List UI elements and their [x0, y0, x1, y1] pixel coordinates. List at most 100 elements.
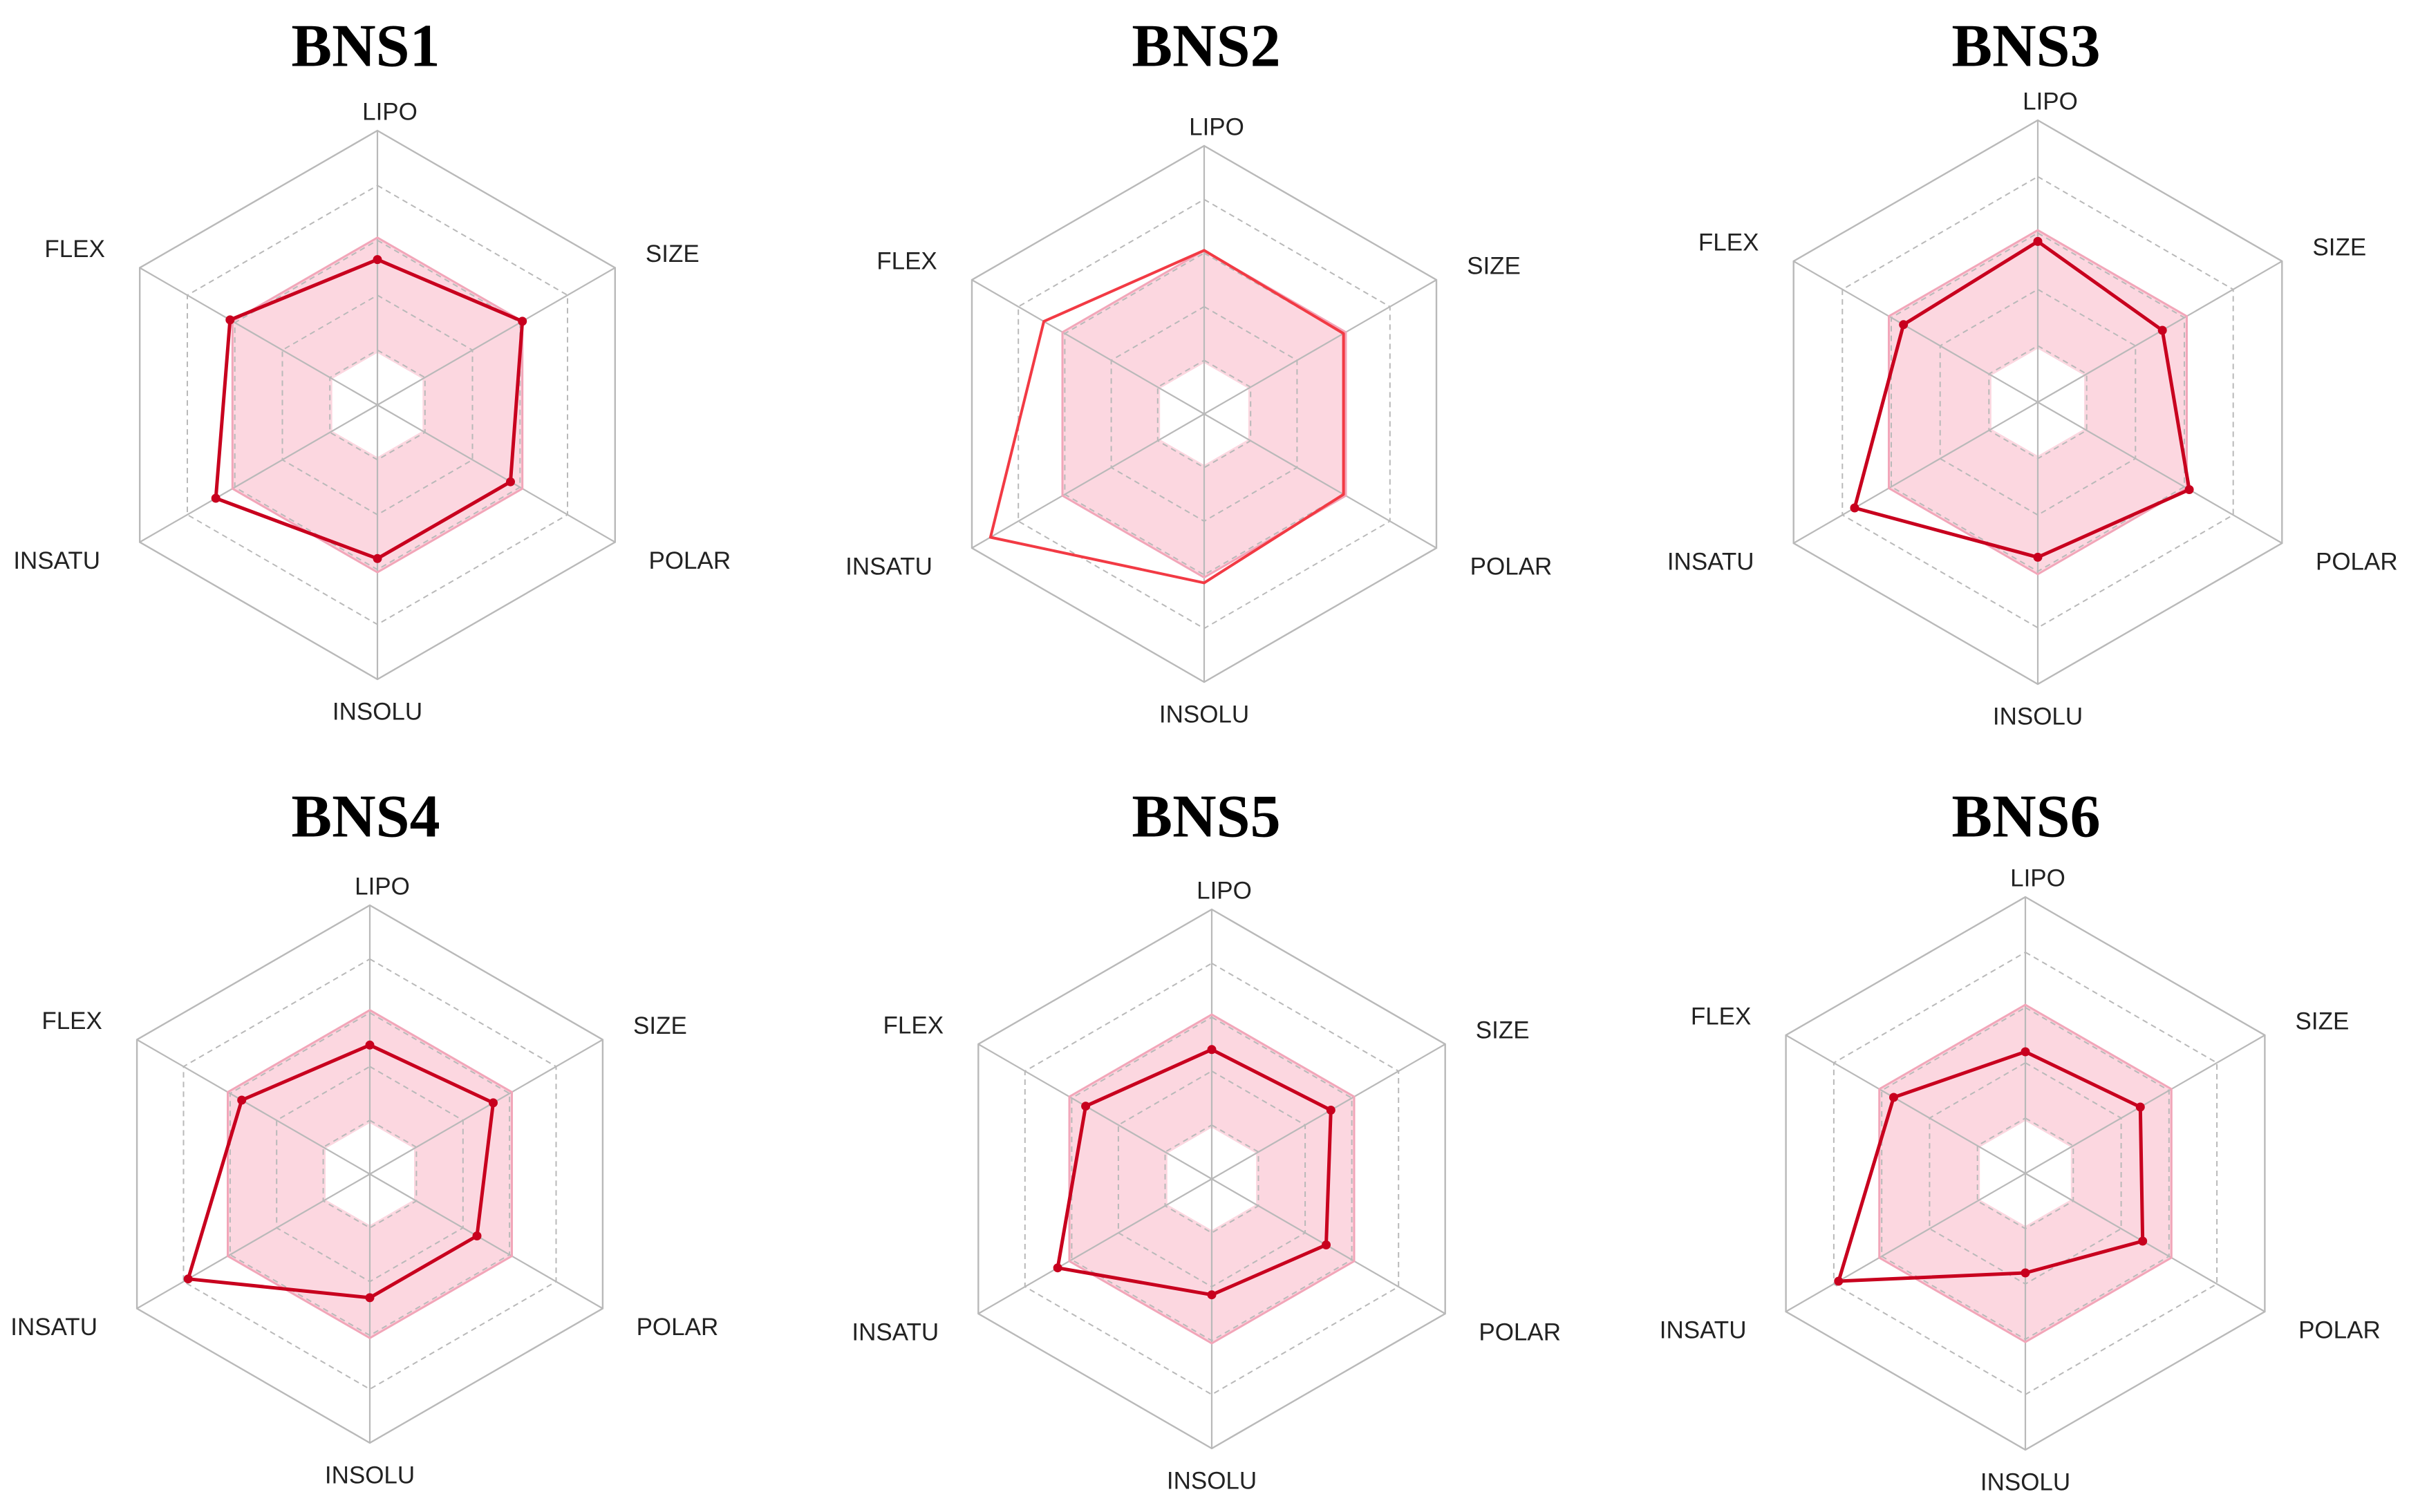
chart-title: BNS5	[1132, 784, 1280, 851]
data-point-polar	[1322, 1240, 1331, 1249]
optimal-zone	[1062, 250, 1346, 578]
data-point-lipo	[2033, 236, 2043, 246]
axis-spoke-insatu	[971, 413, 1205, 549]
axis-label-polar: POLAR	[2316, 549, 2398, 576]
axis-label-insolu: INSOLU	[325, 1462, 415, 1489]
axis-label-lipo: LIPO	[1197, 878, 1252, 905]
data-point-size	[1326, 1106, 1335, 1115]
axis-label-insatu: INSATU	[1660, 1317, 1747, 1344]
axis-label-polar: POLAR	[2298, 1317, 2381, 1344]
data-point-insolu	[1207, 1290, 1217, 1300]
axis-spoke-insatu	[139, 404, 378, 543]
data-point-size	[2157, 325, 2167, 335]
axis-label-insolu: INSOLU	[1167, 1468, 1257, 1495]
data-point-insolu	[2033, 552, 2043, 562]
axis-label-polar: POLAR	[637, 1314, 719, 1341]
data-point-polar	[2138, 1236, 2148, 1246]
radar-plot: LIPO SIZE POLAR INSOLU INSATU FLEX	[1667, 88, 2398, 730]
axis-spoke-polar	[1203, 413, 1437, 549]
axis-label-size: SIZE	[1467, 253, 1521, 280]
optimal-zone-edge	[1888, 229, 2188, 576]
axis-spoke-insatu	[136, 1173, 371, 1310]
axis-label-flex: FLEX	[1698, 229, 1759, 256]
chart-title: BNS3	[1951, 13, 2100, 80]
data-point-polar	[2184, 485, 2194, 494]
axis-label-insatu: INSATU	[852, 1319, 939, 1346]
data-point-flex	[225, 315, 235, 325]
axis-label-insolu: INSOLU	[1993, 703, 2083, 730]
axis-label-polar: POLAR	[1479, 1319, 1561, 1346]
axis-spoke-polar	[369, 1173, 603, 1310]
data-point-insolu	[365, 1293, 375, 1303]
axis-spoke-flex	[1793, 261, 2038, 403]
axis-spoke-insatu	[977, 1178, 1212, 1314]
axis-spoke-polar	[377, 404, 616, 543]
radar-plot: LIPO SIZE POLAR INSOLU INSATU FLEX	[845, 114, 1552, 728]
data-point-polar	[472, 1231, 482, 1240]
optimal-zone	[1879, 1005, 2172, 1342]
axis-spoke-size	[1203, 279, 1437, 415]
data-point-flex	[1081, 1102, 1091, 1111]
axis-spoke-flex	[1785, 1034, 2026, 1174]
axis-spoke-size	[377, 267, 616, 406]
axis-label-flex: FLEX	[877, 248, 937, 275]
radar-panel-bns6: BNS6 LIPO SIZE POLAR INSOLU INSATU FLEX	[1660, 784, 2381, 1496]
data-point-insolu	[2021, 1268, 2030, 1278]
data-point-flex	[1899, 320, 1909, 330]
chart-title: BNS6	[1951, 784, 2100, 851]
axis-label-polar: POLAR	[1470, 554, 1553, 580]
radar-panel-bns3: BNS3 LIPO SIZE POLAR INSOLU INSATU FLEX	[1667, 13, 2398, 730]
data-point-size	[2135, 1102, 2145, 1112]
axis-label-insatu: INSATU	[845, 554, 932, 580]
optimal-zone	[232, 237, 523, 573]
data-point-lipo	[2021, 1047, 2030, 1057]
optimal-zone	[1069, 1014, 1354, 1343]
radar-plot: LIPO SIZE POLAR INSOLU INSATU FLEX	[10, 873, 718, 1489]
axis-spoke-polar	[2037, 401, 2283, 544]
data-point-insatu	[1850, 503, 1859, 513]
data-point-size	[489, 1098, 498, 1108]
optimal-zone-edge	[1878, 1003, 2173, 1343]
data-point-polar	[506, 477, 515, 486]
axis-label-insolu: INSOLU	[332, 699, 422, 726]
axis-spoke-flex	[971, 279, 1205, 415]
radar-panel-bns4: BNS4 LIPO SIZE POLAR INSOLU INSATU FLEX	[10, 784, 718, 1489]
axis-label-size: SIZE	[633, 1012, 687, 1039]
data-point-flex	[1889, 1093, 1898, 1102]
data-point-insolu	[373, 554, 382, 563]
axis-label-polar: POLAR	[648, 547, 731, 574]
chart-title: BNS2	[1132, 13, 1280, 80]
axis-label-lipo: LIPO	[362, 99, 418, 126]
data-point-lipo	[365, 1040, 375, 1050]
axis-label-size: SIZE	[2312, 234, 2366, 261]
axis-label-lipo: LIPO	[355, 873, 410, 900]
axis-label-size: SIZE	[646, 240, 700, 267]
axis-label-flex: FLEX	[44, 236, 105, 263]
data-point-flex	[237, 1095, 247, 1105]
axis-label-lipo: LIPO	[2010, 865, 2065, 892]
radar-panel-bns1: BNS1 LIPO SIZE POLAR INSOLU INSATU FLEX	[13, 13, 731, 726]
axis-label-insolu: INSOLU	[1159, 701, 1249, 728]
axis-spoke-flex	[136, 1039, 371, 1175]
axis-label-flex: FLEX	[1691, 1003, 1752, 1030]
axis-label-size: SIZE	[1476, 1017, 1530, 1044]
data-point-lipo	[1207, 1045, 1217, 1055]
axis-label-insatu: INSATU	[10, 1314, 97, 1341]
radar-plot: LIPO SIZE POLAR INSOLU INSATU FLEX	[852, 878, 1561, 1495]
series-line	[988, 249, 1345, 585]
radar-plot: LIPO SIZE POLAR INSOLU INSATU FLEX	[13, 99, 731, 726]
axis-spoke-size	[369, 1039, 603, 1175]
axis-label-insatu: INSATU	[1667, 549, 1754, 576]
axis-label-flex: FLEX	[41, 1008, 102, 1034]
axis-label-insolu: INSOLU	[1980, 1469, 2070, 1496]
radar-plot: LIPO SIZE POLAR INSOLU INSATU FLEX	[1660, 865, 2381, 1496]
radar-panel-bns2: BNS2 LIPO SIZE POLAR INSOLU INSATU FLEX	[845, 13, 1552, 728]
axis-label-lipo: LIPO	[1189, 114, 1244, 141]
axis-spoke-insatu	[1793, 401, 2038, 544]
axis-label-lipo: LIPO	[2023, 88, 2078, 115]
data-point-insatu	[211, 493, 221, 503]
axis-label-flex: FLEX	[883, 1012, 944, 1039]
optimal-zone	[1888, 230, 2187, 574]
axis-spoke-flex	[139, 267, 378, 406]
